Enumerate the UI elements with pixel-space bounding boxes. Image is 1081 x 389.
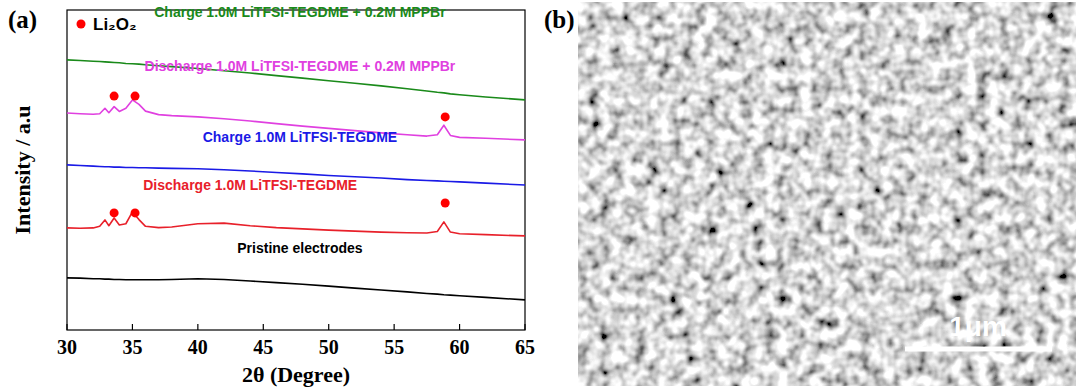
scale-bar — [905, 347, 1052, 352]
sem-background — [578, 2, 1076, 386]
x-tick-label: 40 — [188, 336, 208, 358]
plot-frame — [67, 10, 525, 330]
peak-marker — [110, 208, 119, 217]
x-tick — [394, 324, 395, 330]
xrd-curve — [67, 278, 525, 300]
curve-label: Discharge 1.0M LiTFSI-TEGDME + 0.2M MPPB… — [145, 58, 456, 74]
x-tick-label: 65 — [515, 336, 535, 358]
y-axis-label: Intensity / a.u — [10, 106, 35, 235]
x-axis-label: 2θ (Degree) — [242, 362, 350, 387]
sem-image — [578, 2, 1076, 386]
plot-data — [67, 60, 525, 300]
x-tick — [263, 324, 264, 330]
panel-label: (a) — [8, 6, 37, 34]
curve-label: Discharge 1.0M LiTFSI-TEGDME — [143, 177, 357, 193]
curve-label: Charge 1.0M LiTFSI-TEGDME — [203, 129, 397, 145]
page: {"chart_data": { "type": "line", "title"… — [0, 0, 1081, 389]
panel-label: (b) — [544, 6, 575, 34]
x-tick-label: 50 — [319, 336, 339, 358]
x-tick-label: 45 — [253, 336, 273, 358]
legend-label: Li₂O₂ — [93, 15, 136, 34]
x-tick — [524, 324, 525, 330]
peak-marker — [441, 198, 450, 207]
scale-bar-label: 1μm — [949, 311, 1007, 342]
x-tick-label: 60 — [450, 336, 470, 358]
x-tick — [197, 324, 198, 330]
peak-marker — [441, 112, 450, 121]
x-tick-label: 55 — [384, 336, 404, 358]
x-tick — [328, 324, 329, 330]
curve-label: Pristine electrodes — [237, 240, 362, 256]
peak-marker — [131, 92, 140, 101]
x-tick — [66, 324, 67, 330]
x-tick-label: 30 — [57, 336, 77, 358]
peak-marker — [110, 92, 119, 101]
x-tick-label: 35 — [122, 336, 142, 358]
peak-marker — [131, 208, 140, 217]
legend-marker — [77, 20, 86, 29]
x-tick — [459, 324, 460, 330]
curve-label: Charge 1.0M LiTFSI-TEGDME + 0.2M MPPBr — [154, 4, 446, 20]
x-tick — [132, 324, 133, 330]
figure: (a) 30 35 40 45 50 55 60 65 2θ (Degree) Intensity … — [0, 0, 1081, 389]
